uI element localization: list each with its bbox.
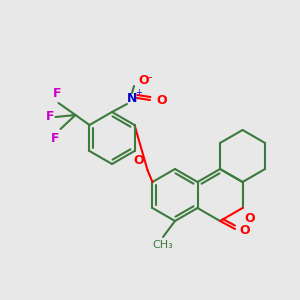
Text: O: O	[244, 212, 255, 225]
Text: F: F	[46, 110, 55, 124]
Text: O: O	[138, 74, 148, 86]
Text: F: F	[51, 132, 59, 145]
Text: -: -	[147, 71, 152, 85]
Text: O: O	[239, 224, 250, 238]
Text: O: O	[134, 154, 145, 167]
Text: N: N	[127, 92, 137, 104]
Text: F: F	[53, 87, 62, 100]
Text: O: O	[156, 94, 166, 106]
Text: CH₃: CH₃	[153, 240, 173, 250]
Text: +: +	[135, 88, 142, 97]
